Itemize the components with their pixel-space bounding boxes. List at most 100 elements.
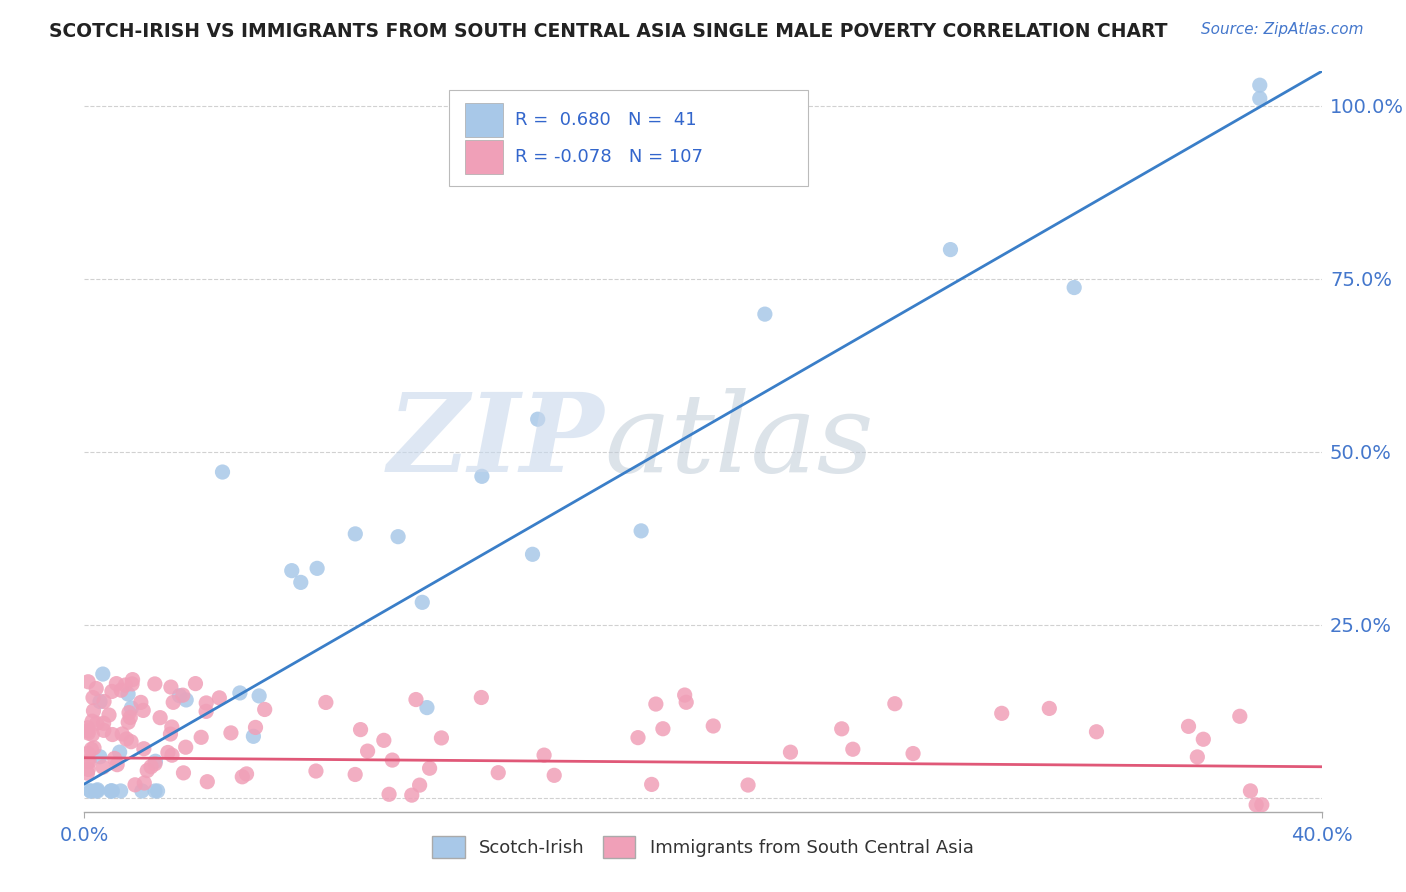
Point: [145, 754, 167, 768]
Point: [160, 720, 183, 734]
Point: [136, 764, 159, 778]
Point: [673, 688, 696, 702]
Point: [401, 788, 423, 802]
Point: [132, 741, 155, 756]
Point: [105, 757, 128, 772]
Text: R = -0.078   N = 107: R = -0.078 N = 107: [515, 148, 703, 166]
Point: [77, 755, 100, 769]
Point: [84, 784, 107, 798]
Point: [737, 778, 759, 792]
Point: [98, 708, 121, 723]
Point: [281, 564, 304, 578]
Point: [76, 766, 98, 780]
Point: [1250, 797, 1272, 812]
Point: [754, 307, 776, 321]
Point: [1063, 280, 1085, 294]
Point: [76, 747, 98, 761]
Point: [195, 696, 218, 710]
Point: [134, 776, 156, 790]
Point: [1085, 724, 1108, 739]
Point: [160, 680, 183, 694]
Point: [82, 714, 104, 729]
Point: [315, 695, 337, 709]
Point: [82, 690, 104, 705]
Point: [93, 716, 115, 731]
Point: [387, 530, 409, 544]
Text: R =  0.680   N =  41: R = 0.680 N = 41: [515, 112, 696, 129]
Point: [108, 745, 131, 759]
Point: [79, 784, 101, 798]
Point: [93, 723, 115, 738]
FancyBboxPatch shape: [465, 103, 502, 136]
Point: [349, 723, 371, 737]
Point: [229, 686, 252, 700]
Point: [211, 465, 233, 479]
Point: [80, 742, 103, 756]
Point: [117, 687, 139, 701]
Point: [174, 693, 197, 707]
Point: [627, 731, 650, 745]
Point: [84, 681, 107, 696]
Point: [110, 683, 132, 698]
Point: [247, 689, 270, 703]
Point: [1192, 732, 1215, 747]
Point: [640, 777, 662, 791]
Point: [76, 721, 98, 735]
Point: [939, 243, 962, 257]
Point: [253, 702, 276, 716]
Point: [344, 767, 367, 781]
Point: [89, 749, 111, 764]
Point: [120, 710, 142, 724]
Point: [100, 784, 122, 798]
Point: [82, 704, 104, 718]
Point: [373, 733, 395, 747]
Point: [356, 744, 378, 758]
Point: [470, 690, 492, 705]
Point: [77, 763, 100, 777]
Point: [131, 784, 153, 798]
Point: [118, 706, 141, 720]
Point: [103, 751, 125, 765]
Text: Source: ZipAtlas.com: Source: ZipAtlas.com: [1201, 22, 1364, 37]
Point: [159, 727, 181, 741]
Point: [1244, 797, 1267, 812]
Point: [115, 731, 138, 746]
Point: [305, 764, 328, 778]
Point: [195, 774, 218, 789]
Point: [1229, 709, 1251, 723]
Point: [526, 412, 548, 426]
Point: [143, 677, 166, 691]
Point: [89, 695, 111, 709]
Point: [1249, 91, 1271, 105]
Point: [779, 745, 801, 759]
Point: [124, 778, 146, 792]
Point: [91, 667, 114, 681]
FancyBboxPatch shape: [450, 90, 808, 186]
FancyBboxPatch shape: [465, 140, 502, 174]
Point: [86, 782, 108, 797]
Text: ZIP: ZIP: [388, 388, 605, 495]
Point: [143, 784, 166, 798]
Point: [486, 765, 509, 780]
Point: [990, 706, 1012, 721]
Point: [416, 700, 439, 714]
Point: [378, 787, 401, 801]
Point: [1187, 750, 1209, 764]
Point: [86, 716, 108, 731]
Point: [132, 703, 155, 717]
Point: [100, 784, 122, 798]
Point: [146, 784, 169, 798]
Point: [307, 561, 329, 575]
Point: [195, 705, 218, 719]
Point: [105, 676, 128, 690]
Point: [172, 765, 194, 780]
Point: [77, 726, 100, 740]
Point: [76, 755, 98, 769]
Point: [156, 746, 179, 760]
Point: [235, 767, 257, 781]
Point: [76, 723, 98, 738]
Point: [245, 720, 267, 734]
Point: [101, 684, 124, 698]
Point: [831, 722, 853, 736]
Point: [86, 784, 108, 798]
